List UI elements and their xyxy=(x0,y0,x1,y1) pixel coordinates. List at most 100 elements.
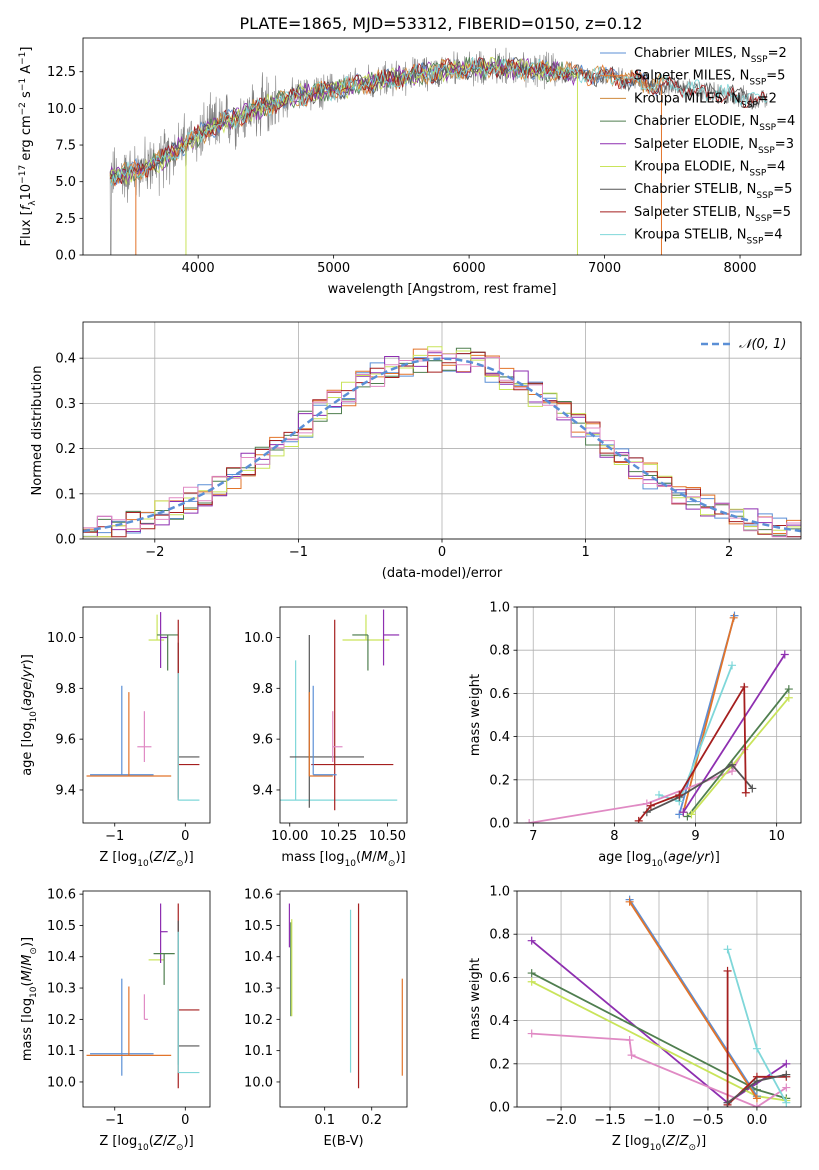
x-axis-label: (data-model)/error xyxy=(382,566,503,581)
y-tick-label: 9.6 xyxy=(252,733,273,748)
label-part: SSP xyxy=(749,169,766,179)
label-part: =2 xyxy=(768,46,787,61)
y-tick-label: 0.0 xyxy=(489,817,510,832)
label-part: SSP xyxy=(749,78,766,88)
label-part: )] xyxy=(696,1134,706,1149)
y-tick-label: 9.4 xyxy=(252,783,273,798)
y-tick-label: 10.3 xyxy=(244,982,273,997)
label-part: yr xyxy=(696,850,712,865)
weight-point-marker xyxy=(527,969,536,978)
legend-label: Kroupa ELODIE, NSSP=4 xyxy=(634,160,785,179)
label-part: 10 xyxy=(29,986,39,998)
model-spectrum-line xyxy=(109,57,577,182)
label-part: 10 xyxy=(137,1143,149,1153)
weight-point-marker xyxy=(728,760,737,769)
x-tick-label: −1.5 xyxy=(594,1113,626,1128)
y-axis-label: Flux [fλ10−17 erg cm−2 s−1 A−1] xyxy=(18,47,38,247)
x-tick-label: 7000 xyxy=(588,261,621,276)
weight-series-line xyxy=(682,654,786,813)
residual-histogram xyxy=(83,351,801,538)
y-axis-label: mass weight xyxy=(468,674,483,756)
label-part: ⊙ xyxy=(388,859,396,869)
label-part: / xyxy=(675,1134,680,1149)
weight-point-marker xyxy=(627,1051,636,1060)
plot-area xyxy=(83,346,801,538)
weight-point-marker xyxy=(525,819,534,823)
label-part: =5 xyxy=(766,69,785,84)
label-part: −1 xyxy=(18,52,28,65)
y-tick-label: 9.4 xyxy=(55,783,76,798)
x-tick-label: 10.50 xyxy=(369,829,406,844)
x-tick-label: 0.2 xyxy=(361,1113,382,1128)
weight-point-marker xyxy=(782,1059,791,1068)
residual-histogram xyxy=(83,352,801,538)
x-axis-label: mass [log10(M/M⊙)] xyxy=(281,850,405,869)
weight-point-marker xyxy=(723,966,732,975)
y-tick-label: 10.2 xyxy=(47,1013,76,1028)
x-tick-label: 10 xyxy=(768,829,785,844)
label-part: ⊙ xyxy=(176,859,184,869)
y-tick-label: 0.3 xyxy=(55,397,76,412)
label-part: ( xyxy=(149,1134,154,1149)
x-tick-label: −2 xyxy=(145,545,164,560)
age-vs-metallicity-panel: −1 09.49.69.810.0Z [log10(Z/Z⊙)]age [log1… xyxy=(20,606,211,869)
label-part: age [log xyxy=(598,850,651,865)
y-tick-label: 9.8 xyxy=(55,682,76,697)
weight-point-marker xyxy=(748,784,757,793)
x-tick-label: 6000 xyxy=(453,261,486,276)
mass-vs-extinction-panel: 0.1 0.2 10.0 10.1 10.2 10.3 10.4 10.5 10.6 E(B-V) xyxy=(244,888,408,1149)
label-part: SSP xyxy=(751,55,768,65)
x-axis-label: age [log10(age/yr)] xyxy=(598,850,720,869)
y-tick-label: 10.2 xyxy=(244,1013,273,1028)
weight-point-marker xyxy=(784,693,793,702)
y-tick-label: 9.6 xyxy=(55,733,76,748)
weight-point-marker xyxy=(679,808,688,817)
x-tick-label: −0.5 xyxy=(692,1113,724,1128)
weight-point-marker xyxy=(782,1098,791,1107)
label-part: =3 xyxy=(775,137,794,152)
weight-series-line xyxy=(690,697,790,815)
residual-histogram xyxy=(83,350,801,538)
axes-frame: 4000 5000 6000 7000 8000 0.0 2.5 5.0 7.5 10.0 12.5… xyxy=(18,37,802,297)
y-tick-label: 10.4 xyxy=(244,950,273,965)
weight-point-marker xyxy=(740,682,749,691)
label-part: Flux [ xyxy=(19,210,34,246)
x-tick-label: 8000 xyxy=(723,261,756,276)
label-part: =5 xyxy=(773,182,792,197)
y-tick-label: 1.0 xyxy=(489,885,510,900)
legend-label: Chabrier MILES, NSSP=2 xyxy=(634,46,787,65)
y-tick-label: 2.5 xyxy=(55,212,76,227)
y-tick-label: 10.1 xyxy=(47,1044,76,1059)
legend-label: Chabrier STELIB, NSSP=5 xyxy=(634,182,792,201)
x-tick-label: 4000 xyxy=(182,261,215,276)
x-tick-label: 8 xyxy=(610,829,618,844)
x-tick-label: −1.0 xyxy=(643,1113,675,1128)
model-spectrum-line xyxy=(109,57,665,185)
plot-area xyxy=(527,895,791,1107)
weight-point-marker xyxy=(729,613,738,622)
label-part: 10 xyxy=(137,859,149,869)
y-tick-label: 0.0 xyxy=(55,249,76,264)
y-tick-label: 7.5 xyxy=(55,139,76,154)
label-part: M xyxy=(20,970,35,981)
label-part: mass [log xyxy=(281,850,344,865)
axes-box xyxy=(516,606,802,824)
weight-point-marker xyxy=(683,812,692,821)
label-part: ( xyxy=(663,850,668,865)
figure-title: PLATE=1865, MJD=53312, FIBERID=0150, z=0… xyxy=(239,14,642,33)
label-part: mass [log xyxy=(20,998,35,1061)
y-tick-label: 0.1 xyxy=(55,487,76,502)
weight-point-marker xyxy=(675,790,684,799)
y-tick-label: 10.1 xyxy=(244,1044,273,1059)
weight-point-marker xyxy=(646,801,655,810)
label-part: )] xyxy=(184,850,194,865)
x-tick-label: 0.0 xyxy=(747,1113,768,1128)
label-part: Salpeter ELODIE, N xyxy=(634,137,758,152)
label-part: ⊙ xyxy=(29,947,39,955)
y-tick-label: 12.5 xyxy=(47,65,76,80)
y-tick-label: 10.0 xyxy=(244,631,273,646)
legend-label: Salpeter ELODIE, NSSP=3 xyxy=(634,137,794,156)
y-tick-label: 10.0 xyxy=(47,631,76,646)
